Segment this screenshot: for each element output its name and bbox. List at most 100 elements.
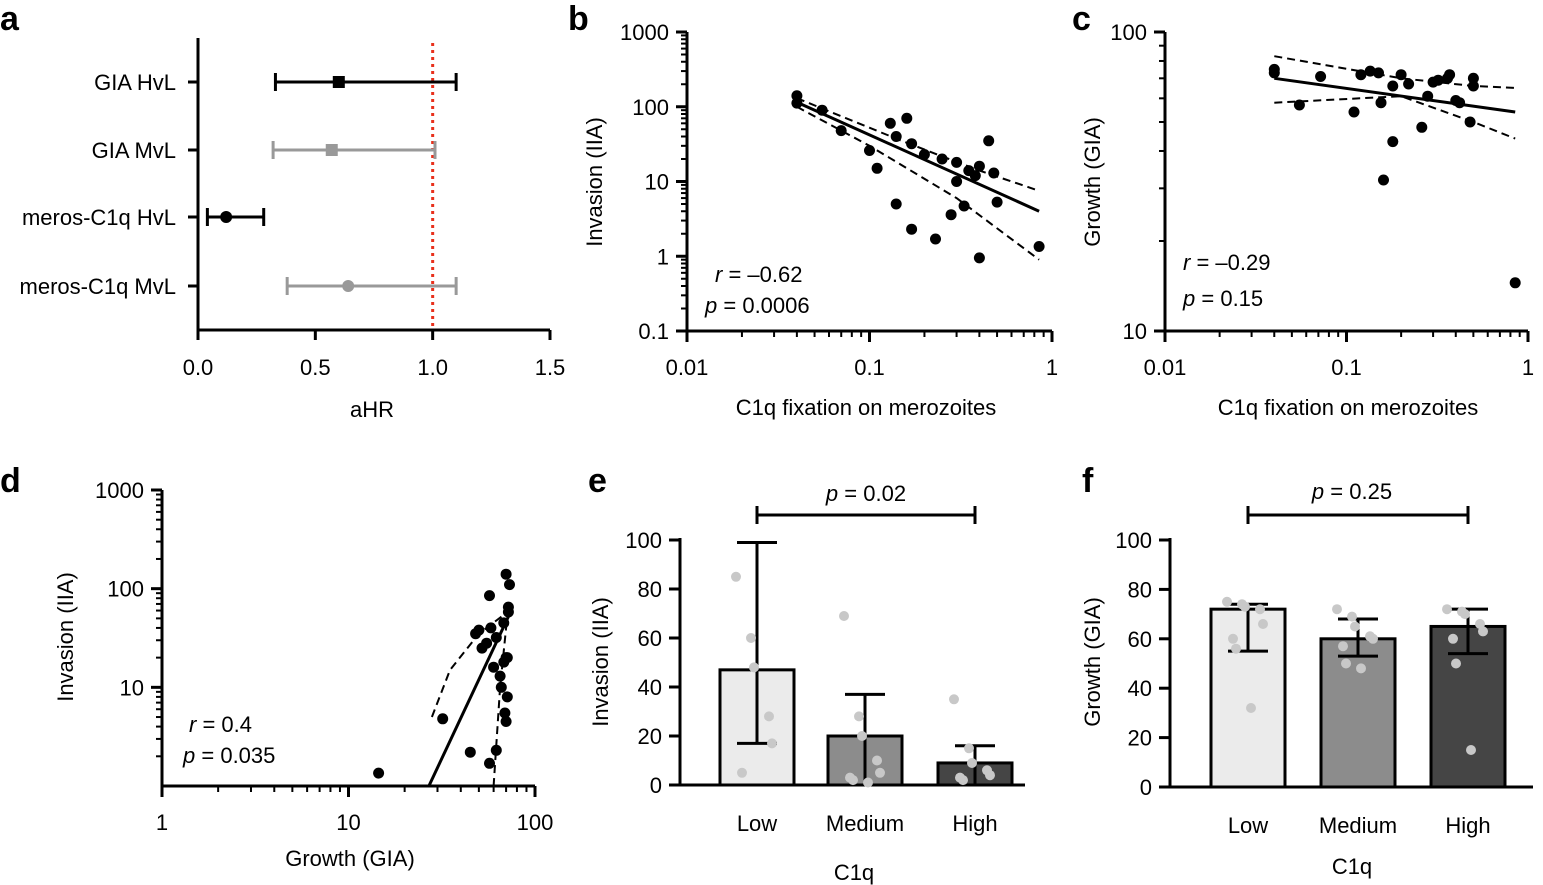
panel-a: a 0.0 0.5 1.0 1.5 GIA HvL GIA MvL meros-C1q Hv… bbox=[0, 0, 565, 422]
panel-a-row-label: meros-C1q MvL bbox=[20, 274, 176, 299]
panel-b-xtick-label: 0.1 bbox=[854, 355, 885, 380]
panel-d-data-point bbox=[504, 579, 515, 591]
panel-a-row-label: GIA HvL bbox=[94, 70, 176, 95]
panel-f-p-value: 0.25 bbox=[1349, 479, 1392, 504]
panel-e-data-point bbox=[949, 694, 959, 705]
panel-c-xtick-label: 0.1 bbox=[1331, 355, 1362, 380]
panel-a-estimate-marker bbox=[325, 144, 338, 156]
panel-c-data-point bbox=[1509, 277, 1521, 289]
panel-b-data-point bbox=[1033, 241, 1045, 252]
panel-b-p-annotation: p = 0.0006 bbox=[704, 293, 810, 318]
panel-c-ytick-label: 100 bbox=[1110, 20, 1147, 45]
panel-c-data-point bbox=[1293, 99, 1305, 111]
panel-a-estimate-marker bbox=[220, 211, 233, 223]
panel-b-data-point bbox=[988, 167, 1000, 179]
panel-c-data-point bbox=[1422, 90, 1434, 102]
panel-b-ylabel: Invasion (IIA) bbox=[582, 117, 607, 247]
panel-b-ytick-label: 0.1 bbox=[638, 319, 669, 344]
panel-c-data-point bbox=[1432, 74, 1444, 86]
panel-e-data-point bbox=[839, 611, 849, 621]
panel-f-category-label: Low bbox=[1228, 813, 1268, 838]
panel-d-ytick-label: 100 bbox=[107, 577, 144, 602]
panel-e-data-point bbox=[875, 767, 885, 778]
panel-c-data-point bbox=[1373, 67, 1384, 79]
panel-c-data-point bbox=[1454, 97, 1466, 109]
panel-c-xtick-label: 1 bbox=[1522, 355, 1534, 380]
panel-c-data-point bbox=[1355, 69, 1367, 81]
panel-f-ytick-label: 0 bbox=[1140, 775, 1152, 800]
panel-f-data-point bbox=[1258, 619, 1268, 629]
panel-b-fit-line bbox=[796, 100, 1040, 213]
panel-e-data-point bbox=[731, 571, 741, 582]
panel-b-r-value: –0.62 bbox=[747, 262, 802, 287]
panel-c: c 0.01 0.1 1 10 100 C1q fixation on merozoit… bbox=[1072, 0, 1534, 420]
panel-letter-a: a bbox=[0, 0, 20, 38]
panel-b-xtick-label: 0.01 bbox=[666, 355, 709, 380]
panel-b-ytick-label: 1000 bbox=[620, 20, 669, 45]
panel-f-data-point bbox=[1338, 641, 1348, 652]
panel-letter-b: b bbox=[568, 0, 589, 38]
panel-d-xtick-label: 100 bbox=[517, 810, 554, 835]
panel-b-p-value: 0.0006 bbox=[742, 293, 809, 318]
panel-a-row-label: meros-C1q HvL bbox=[22, 205, 176, 230]
panel-b-ci-lower bbox=[796, 105, 1040, 261]
panel-b-r-annotation: r = –0.62 bbox=[715, 262, 802, 287]
panel-letter-f: f bbox=[1082, 462, 1094, 500]
panel-f-ytick-label: 100 bbox=[1115, 528, 1152, 553]
panel-f-xlabel: C1q bbox=[1332, 854, 1372, 879]
panel-d-data-point bbox=[490, 632, 502, 643]
panel-f-ytick-label: 80 bbox=[1128, 577, 1152, 602]
panel-b-data-point bbox=[906, 223, 918, 235]
panel-c-data-point bbox=[1467, 72, 1479, 84]
panel-e-data-point bbox=[857, 731, 867, 741]
panel-f-category-label: High bbox=[1445, 813, 1490, 838]
panel-c-data-point bbox=[1464, 116, 1476, 128]
panel-b-data-point bbox=[983, 135, 995, 147]
panel-b-xtick-label: 1 bbox=[1046, 355, 1058, 380]
panel-e-data-point bbox=[767, 738, 777, 749]
panel-a-xtick-label: 1.5 bbox=[535, 355, 566, 380]
panel-f-data-point bbox=[1246, 703, 1256, 713]
panel-b-ci-upper bbox=[796, 97, 1040, 192]
panel-c-data-point bbox=[1467, 80, 1479, 92]
panel-d-data-point bbox=[485, 622, 497, 634]
panel-e-ytick-label: 100 bbox=[625, 528, 662, 553]
panel-c-data-point bbox=[1348, 106, 1360, 118]
panel-f-data-point bbox=[1350, 621, 1360, 632]
panel-f: f 0 20 40 60 80 100 Low Medium High C1q Growth (… bbox=[1080, 462, 1533, 879]
panel-d-data-point bbox=[502, 606, 514, 618]
panel-d-data-point bbox=[484, 590, 495, 602]
panel-b-xlabel: C1q fixation on merozoites bbox=[736, 395, 996, 420]
panel-c-ci-upper bbox=[1274, 55, 1516, 89]
panel-f-data-point bbox=[1332, 604, 1342, 615]
panel-f-data-point bbox=[1478, 626, 1488, 637]
panel-e-data-point bbox=[749, 662, 759, 673]
panel-b-data-point bbox=[890, 131, 902, 142]
panel-e-ytick-label: 80 bbox=[638, 577, 662, 602]
panel-b-data-point bbox=[951, 176, 963, 187]
panel-c-data-point bbox=[1378, 174, 1389, 186]
panel-b-data-point bbox=[906, 138, 918, 150]
panel-c-r-value: –0.29 bbox=[1215, 250, 1270, 275]
panel-f-data-point bbox=[1255, 604, 1265, 615]
panel-c-ci-lower bbox=[1274, 95, 1516, 140]
panel-c-data-point bbox=[1387, 80, 1399, 92]
panel-d-data-point bbox=[500, 652, 512, 664]
panel-e-data-point bbox=[964, 743, 974, 754]
panel-f-data-point bbox=[1231, 643, 1241, 654]
panel-f-data-point bbox=[1240, 601, 1250, 612]
panel-e-data-point bbox=[737, 767, 747, 778]
panel-b-data-point bbox=[901, 112, 913, 124]
panel-b-data-point bbox=[918, 149, 930, 160]
panel-f-ytick-label: 40 bbox=[1128, 676, 1152, 701]
panel-f-data-point bbox=[1448, 633, 1458, 644]
panel-b-ytick-label: 10 bbox=[645, 170, 669, 195]
panel-d-data-point bbox=[373, 767, 385, 779]
panel-d-ylabel: Invasion (IIA) bbox=[53, 572, 78, 702]
panel-f-data-point bbox=[1460, 609, 1470, 620]
panel-f-data-point bbox=[1356, 663, 1366, 674]
panel-e-data-point bbox=[854, 711, 864, 722]
panel-e-category-label: Medium bbox=[826, 811, 904, 836]
panel-b-data-point bbox=[871, 162, 883, 174]
panel-a-xlabel: aHR bbox=[350, 397, 394, 422]
